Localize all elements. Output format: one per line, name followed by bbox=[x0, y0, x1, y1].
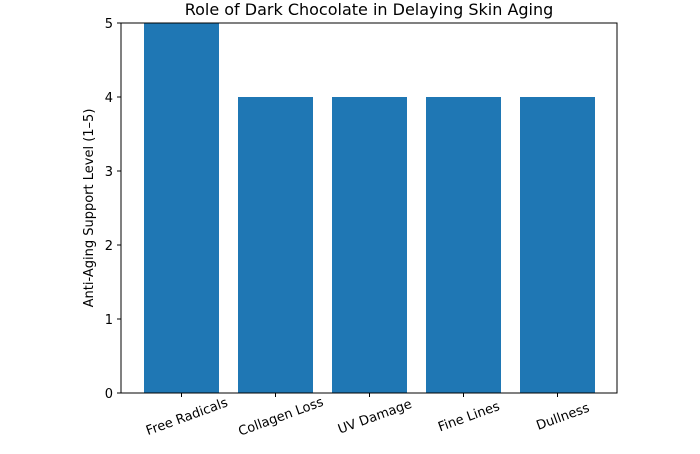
y-tick-label: 3 bbox=[105, 165, 113, 180]
x-tick-label: UV Damage bbox=[336, 397, 414, 438]
y-axis-label: Anti-Aging Support Level (1–5) bbox=[82, 109, 97, 308]
y-tick-label: 4 bbox=[105, 91, 113, 106]
y-tick-label: 2 bbox=[105, 239, 113, 254]
plot-frame bbox=[120, 22, 618, 394]
bar bbox=[426, 97, 501, 393]
x-tick-label: Dullness bbox=[535, 401, 592, 434]
y-tick-label: 0 bbox=[105, 387, 113, 402]
bar bbox=[144, 23, 219, 393]
x-tick-label: Fine Lines bbox=[436, 399, 502, 435]
y-tick-label: 1 bbox=[105, 313, 113, 328]
bar bbox=[238, 97, 313, 393]
x-tick-label: Collagen Loss bbox=[236, 395, 325, 440]
bar bbox=[332, 97, 407, 393]
y-tick-label: 5 bbox=[105, 17, 113, 32]
x-tick-label: Free Radicals bbox=[144, 395, 230, 439]
chart-title: Role of Dark Chocolate in Delaying Skin … bbox=[185, 0, 554, 19]
bar bbox=[520, 97, 595, 393]
